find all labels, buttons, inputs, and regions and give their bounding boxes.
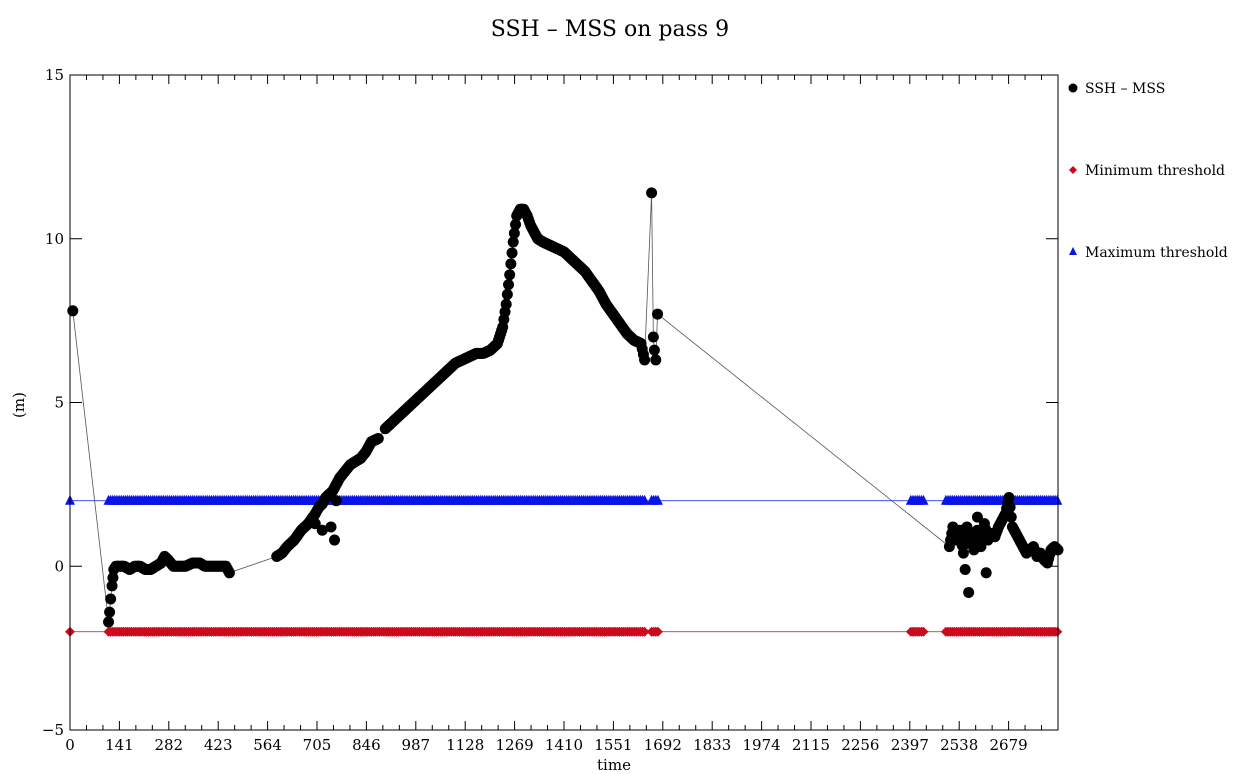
ssh-mss-point — [957, 547, 969, 559]
y-tick-label: 10 — [45, 230, 64, 248]
ssh-mss-point — [329, 534, 341, 546]
ssh-mss-point — [325, 521, 337, 533]
y-tick-label: 0 — [54, 557, 64, 575]
legend-label: Maximum threshold — [1085, 245, 1228, 261]
x-axis-label: time — [597, 756, 631, 774]
ssh-mss-point — [508, 227, 520, 239]
x-tick-label: 846 — [352, 736, 381, 754]
max-threshold-point — [639, 494, 650, 505]
y-tick-label: 5 — [54, 394, 64, 412]
ssh-mss-point — [1005, 511, 1017, 523]
legend-marker-ssh-mss — [1068, 83, 1078, 93]
ssh-mss-point — [309, 518, 321, 530]
min-threshold-point — [639, 626, 650, 637]
ssh-mss-point — [971, 511, 983, 523]
x-tick-label: 1692 — [644, 736, 682, 754]
legend-label: Minimum threshold — [1085, 163, 1225, 179]
x-tick-label: 705 — [303, 736, 332, 754]
x-tick-label: 2397 — [891, 736, 929, 754]
max-threshold-point — [918, 494, 929, 505]
x-tick-label: 1551 — [594, 736, 632, 754]
x-tick-label: 1128 — [446, 736, 484, 754]
x-tick-label: 2679 — [990, 736, 1028, 754]
chart-title: SSH – MSS on pass 9 — [491, 17, 729, 42]
ssh-mss-point — [648, 344, 660, 356]
ssh-mss-point — [103, 616, 115, 628]
legend-label: SSH – MSS — [1085, 81, 1165, 97]
y-axis-label: (m) — [10, 392, 28, 418]
x-tick-label: 564 — [253, 736, 282, 754]
ssh-mss-point — [959, 564, 971, 576]
ssh-mss-point — [980, 567, 992, 579]
ssh-mss-point — [1003, 491, 1015, 503]
ssh-mss-point — [503, 279, 515, 291]
min-threshold-point — [918, 626, 929, 637]
x-tick-label: 141 — [105, 736, 134, 754]
axes: 0 141 282 423 564 705 846 987 1128 1269 1410 1551 16… — [42, 66, 1058, 754]
ssh-mss-point — [507, 236, 519, 248]
x-tick-label: 1269 — [496, 736, 534, 754]
max-threshold-point — [1052, 494, 1063, 505]
ssh-mss-point — [330, 495, 342, 507]
ssh-mss-point — [505, 258, 517, 270]
ssh-mss-point — [107, 572, 119, 584]
ssh-mss-point — [504, 269, 516, 281]
ssh-mss-point — [647, 331, 659, 343]
x-tick-label: 1410 — [545, 736, 583, 754]
ssh-mss-point — [104, 606, 116, 618]
ssh-mss-point — [1004, 501, 1016, 513]
max-threshold-point — [652, 494, 663, 505]
ssh-mss-point — [639, 354, 651, 366]
x-tick-label: 282 — [154, 736, 183, 754]
legend: SSH – MSS Minimum threshold Maximum thresh… — [1068, 81, 1228, 261]
ssh-mss-point — [510, 219, 522, 231]
x-tick-label: 987 — [401, 736, 430, 754]
x-tick-label: 0 — [65, 736, 75, 754]
ssh-mss-point — [223, 567, 235, 579]
ssh-mss-point — [963, 586, 975, 598]
min-threshold-point — [652, 626, 663, 637]
ssh-mss-point — [372, 433, 384, 445]
x-tick-label: 2115 — [792, 736, 830, 754]
y-tick-label: 15 — [45, 66, 64, 84]
ssh-mss-point — [105, 593, 117, 605]
x-tick-label: 1974 — [743, 736, 781, 754]
y-tick-label: −5 — [42, 721, 64, 739]
ssh-mss-point — [650, 354, 662, 366]
ssh-mss-point — [646, 187, 658, 199]
legend-marker-max-threshold — [1069, 247, 1077, 255]
x-tick-label: 2538 — [940, 736, 978, 754]
ssh-mss-point — [67, 305, 79, 317]
ssh-mss-point — [500, 298, 512, 310]
ssh-mss-point — [501, 288, 513, 300]
ssh-mss-point — [652, 308, 664, 320]
x-tick-label: 2256 — [841, 736, 879, 754]
ssh-mss-point — [316, 524, 328, 536]
legend-marker-min-threshold — [1069, 166, 1077, 174]
x-tick-label: 1833 — [693, 736, 731, 754]
x-tick-label: 423 — [204, 736, 233, 754]
data-layer — [65, 187, 1064, 637]
min-threshold-point — [1052, 626, 1063, 637]
ssh-mss-point — [106, 580, 118, 592]
ssh-mss-point — [506, 247, 518, 259]
